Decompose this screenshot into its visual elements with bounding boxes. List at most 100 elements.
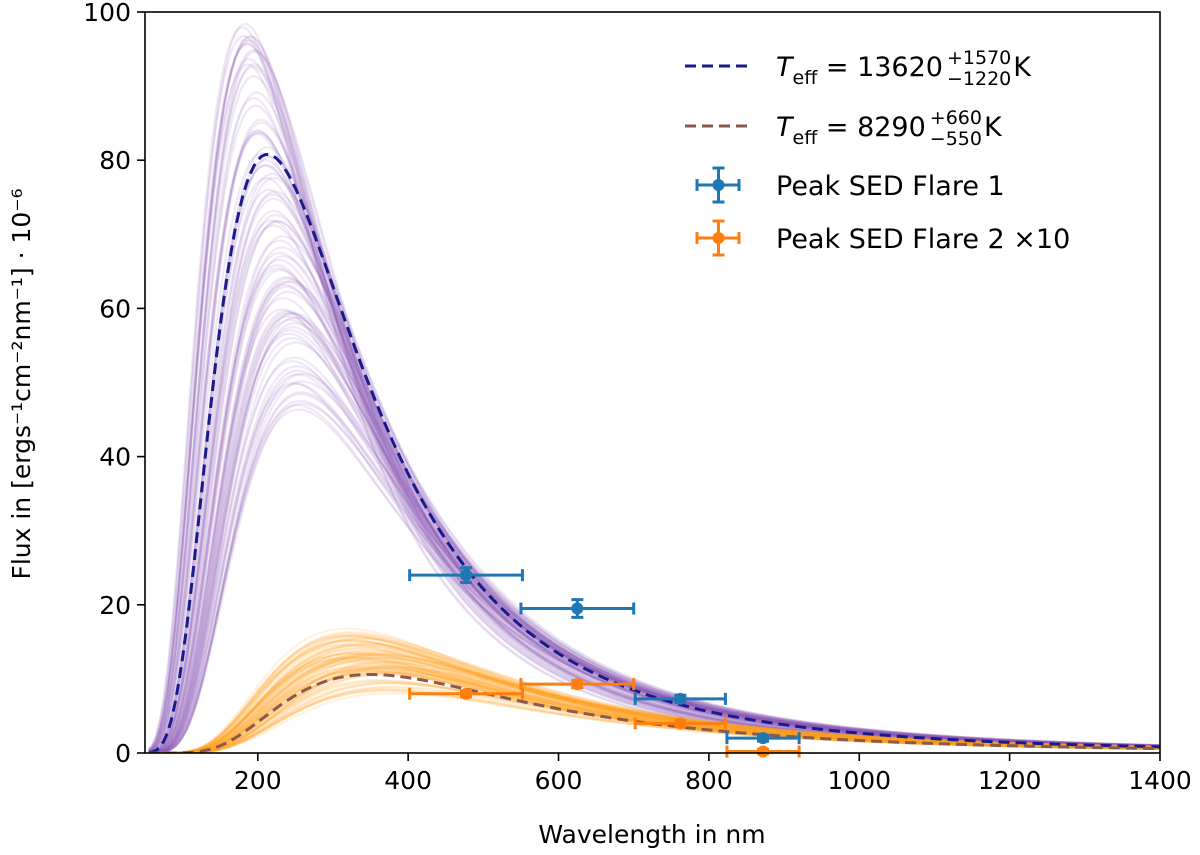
legend-err-minus: −550 [930, 128, 982, 150]
fit-sample-curve [148, 653, 1160, 753]
data-point-flare-2 [633, 717, 727, 730]
y-tick-label: 0 [115, 739, 131, 768]
fit-sample-curve [148, 637, 1160, 753]
fit-sample-curve [148, 48, 1160, 753]
y-tick-label: 60 [99, 294, 131, 323]
fit-sample-curve [147, 22, 1160, 751]
y-tick-label: 80 [99, 146, 131, 175]
fit-sample-curve [148, 654, 1160, 753]
x-tick-label: 400 [384, 766, 432, 795]
fit-sample-curve [148, 91, 1160, 753]
fit-sample-curve [148, 277, 1160, 753]
fit-sample-curve [148, 276, 1160, 753]
legend-marker-icon [712, 232, 725, 244]
fit-sample-curve [148, 636, 1160, 753]
x-tick-label: 200 [234, 766, 282, 795]
legend-label: Peak SED Flare 1 [776, 171, 1005, 202]
y-axis-ticks: 0 20 40 60 80 100 [83, 0, 145, 768]
data-point-flare-2 [519, 678, 636, 691]
fit-sample-curve [148, 671, 1160, 753]
fit-sample-curve [148, 312, 1160, 753]
legend-item-flare-2: Peak SED Flare 2 ×10 [695, 219, 1070, 257]
x-tick-label: 600 [535, 766, 583, 795]
fit-sample-curve [148, 372, 1160, 753]
legend-label: Teff = 13620 [776, 52, 943, 89]
data-point-flare-1 [725, 732, 801, 745]
fit-sample-curve [148, 131, 1160, 753]
fit-sample-curve [148, 316, 1160, 753]
legend-label: Peak SED Flare 2 ×10 [776, 224, 1070, 255]
data-point-flare-2 [725, 745, 801, 758]
fit-sample-curve [148, 285, 1160, 753]
x-tick-label: 1000 [827, 766, 891, 795]
legend-unit: K [984, 112, 1003, 143]
fit-sample-curve [148, 391, 1160, 753]
fit-sample-curve [148, 365, 1160, 753]
fit-sample-curve [148, 650, 1160, 753]
fit-sample-curve [148, 246, 1160, 753]
fit-sample-curve [148, 130, 1160, 753]
x-tick-label: 1400 [1128, 766, 1192, 795]
data-point-flare-1 [519, 598, 636, 619]
data-point-flare-1 [633, 692, 727, 705]
y-tick-label: 100 [83, 0, 131, 27]
fit-sample-curve [148, 42, 1160, 752]
legend-err-plus: +1570 [947, 47, 1011, 69]
fit-sample-curve [148, 40, 1160, 752]
legend-unit: K [1013, 52, 1032, 83]
fit-sample-curve [148, 641, 1160, 753]
fit-sample-curve [148, 255, 1160, 753]
fit-sample-curve [148, 132, 1160, 753]
fit-sample-curve [148, 672, 1160, 753]
y-tick-label: 20 [99, 591, 131, 620]
fit-sample-curve [148, 402, 1160, 753]
fit-sample-curve [148, 654, 1160, 753]
fit-sample-curve [148, 664, 1160, 753]
fit-sample-curve [148, 631, 1160, 753]
fit-sample-curve [148, 341, 1160, 753]
best-fit-flare-1 [148, 152, 1160, 753]
fit-sample-curve [148, 104, 1160, 753]
fit-sample-curve [148, 280, 1160, 753]
fit-sample-curve [148, 646, 1160, 753]
fit-sample-curve [148, 318, 1160, 753]
legend-marker-icon [712, 179, 725, 191]
fit-sample-curve [148, 63, 1160, 753]
legend-label: Teff = 8290 [776, 112, 926, 149]
legend-item-flare-1: Peak SED Flare 1 [695, 166, 1005, 204]
fit-sample-curve [148, 235, 1160, 753]
data-point-flare-2 [408, 687, 524, 700]
x-tick-label: 1200 [978, 766, 1042, 795]
fit-sample-curve [148, 380, 1160, 753]
fit-sample-curve [147, 26, 1160, 751]
plot-frame [144, 11, 1161, 754]
fit-sample-curve [148, 326, 1160, 753]
fit-sample-curve [148, 65, 1160, 753]
fit-sample-curve [148, 312, 1160, 753]
fit-sample-curve [148, 393, 1160, 753]
data-point-flare-1 [408, 566, 524, 585]
legend-err-plus: +660 [930, 107, 982, 129]
fit-sample-curve [148, 290, 1160, 753]
fit-sample-curve [148, 321, 1160, 753]
legend-item-fit-2: Teff = 8290 +660−550 K [685, 107, 1003, 150]
fit-sample-curve [148, 373, 1160, 753]
fit-sample-curve [148, 129, 1160, 753]
fit-sample-curve [148, 644, 1160, 753]
fit-sample-curve [148, 369, 1160, 753]
legend-item-fit-1: Teff = 13620 +1570−1220 K [685, 47, 1032, 90]
fit-sample-curve [148, 643, 1160, 753]
errorbar-points [408, 566, 801, 758]
fit-sample-curve [148, 280, 1160, 753]
x-axis-label: Wavelength in nm [538, 820, 765, 849]
fit-sample-curve [148, 42, 1160, 752]
y-tick-label: 40 [99, 443, 131, 472]
x-tick-label: 800 [685, 766, 733, 795]
legend-err-minus: −1220 [947, 68, 1011, 90]
x-axis-ticks: 200 400 600 800 1000 1200 1400 [234, 753, 1192, 795]
fit-sample-curve [148, 649, 1160, 753]
fit-sample-curve [148, 652, 1160, 753]
fit-sample-curve [148, 642, 1160, 753]
